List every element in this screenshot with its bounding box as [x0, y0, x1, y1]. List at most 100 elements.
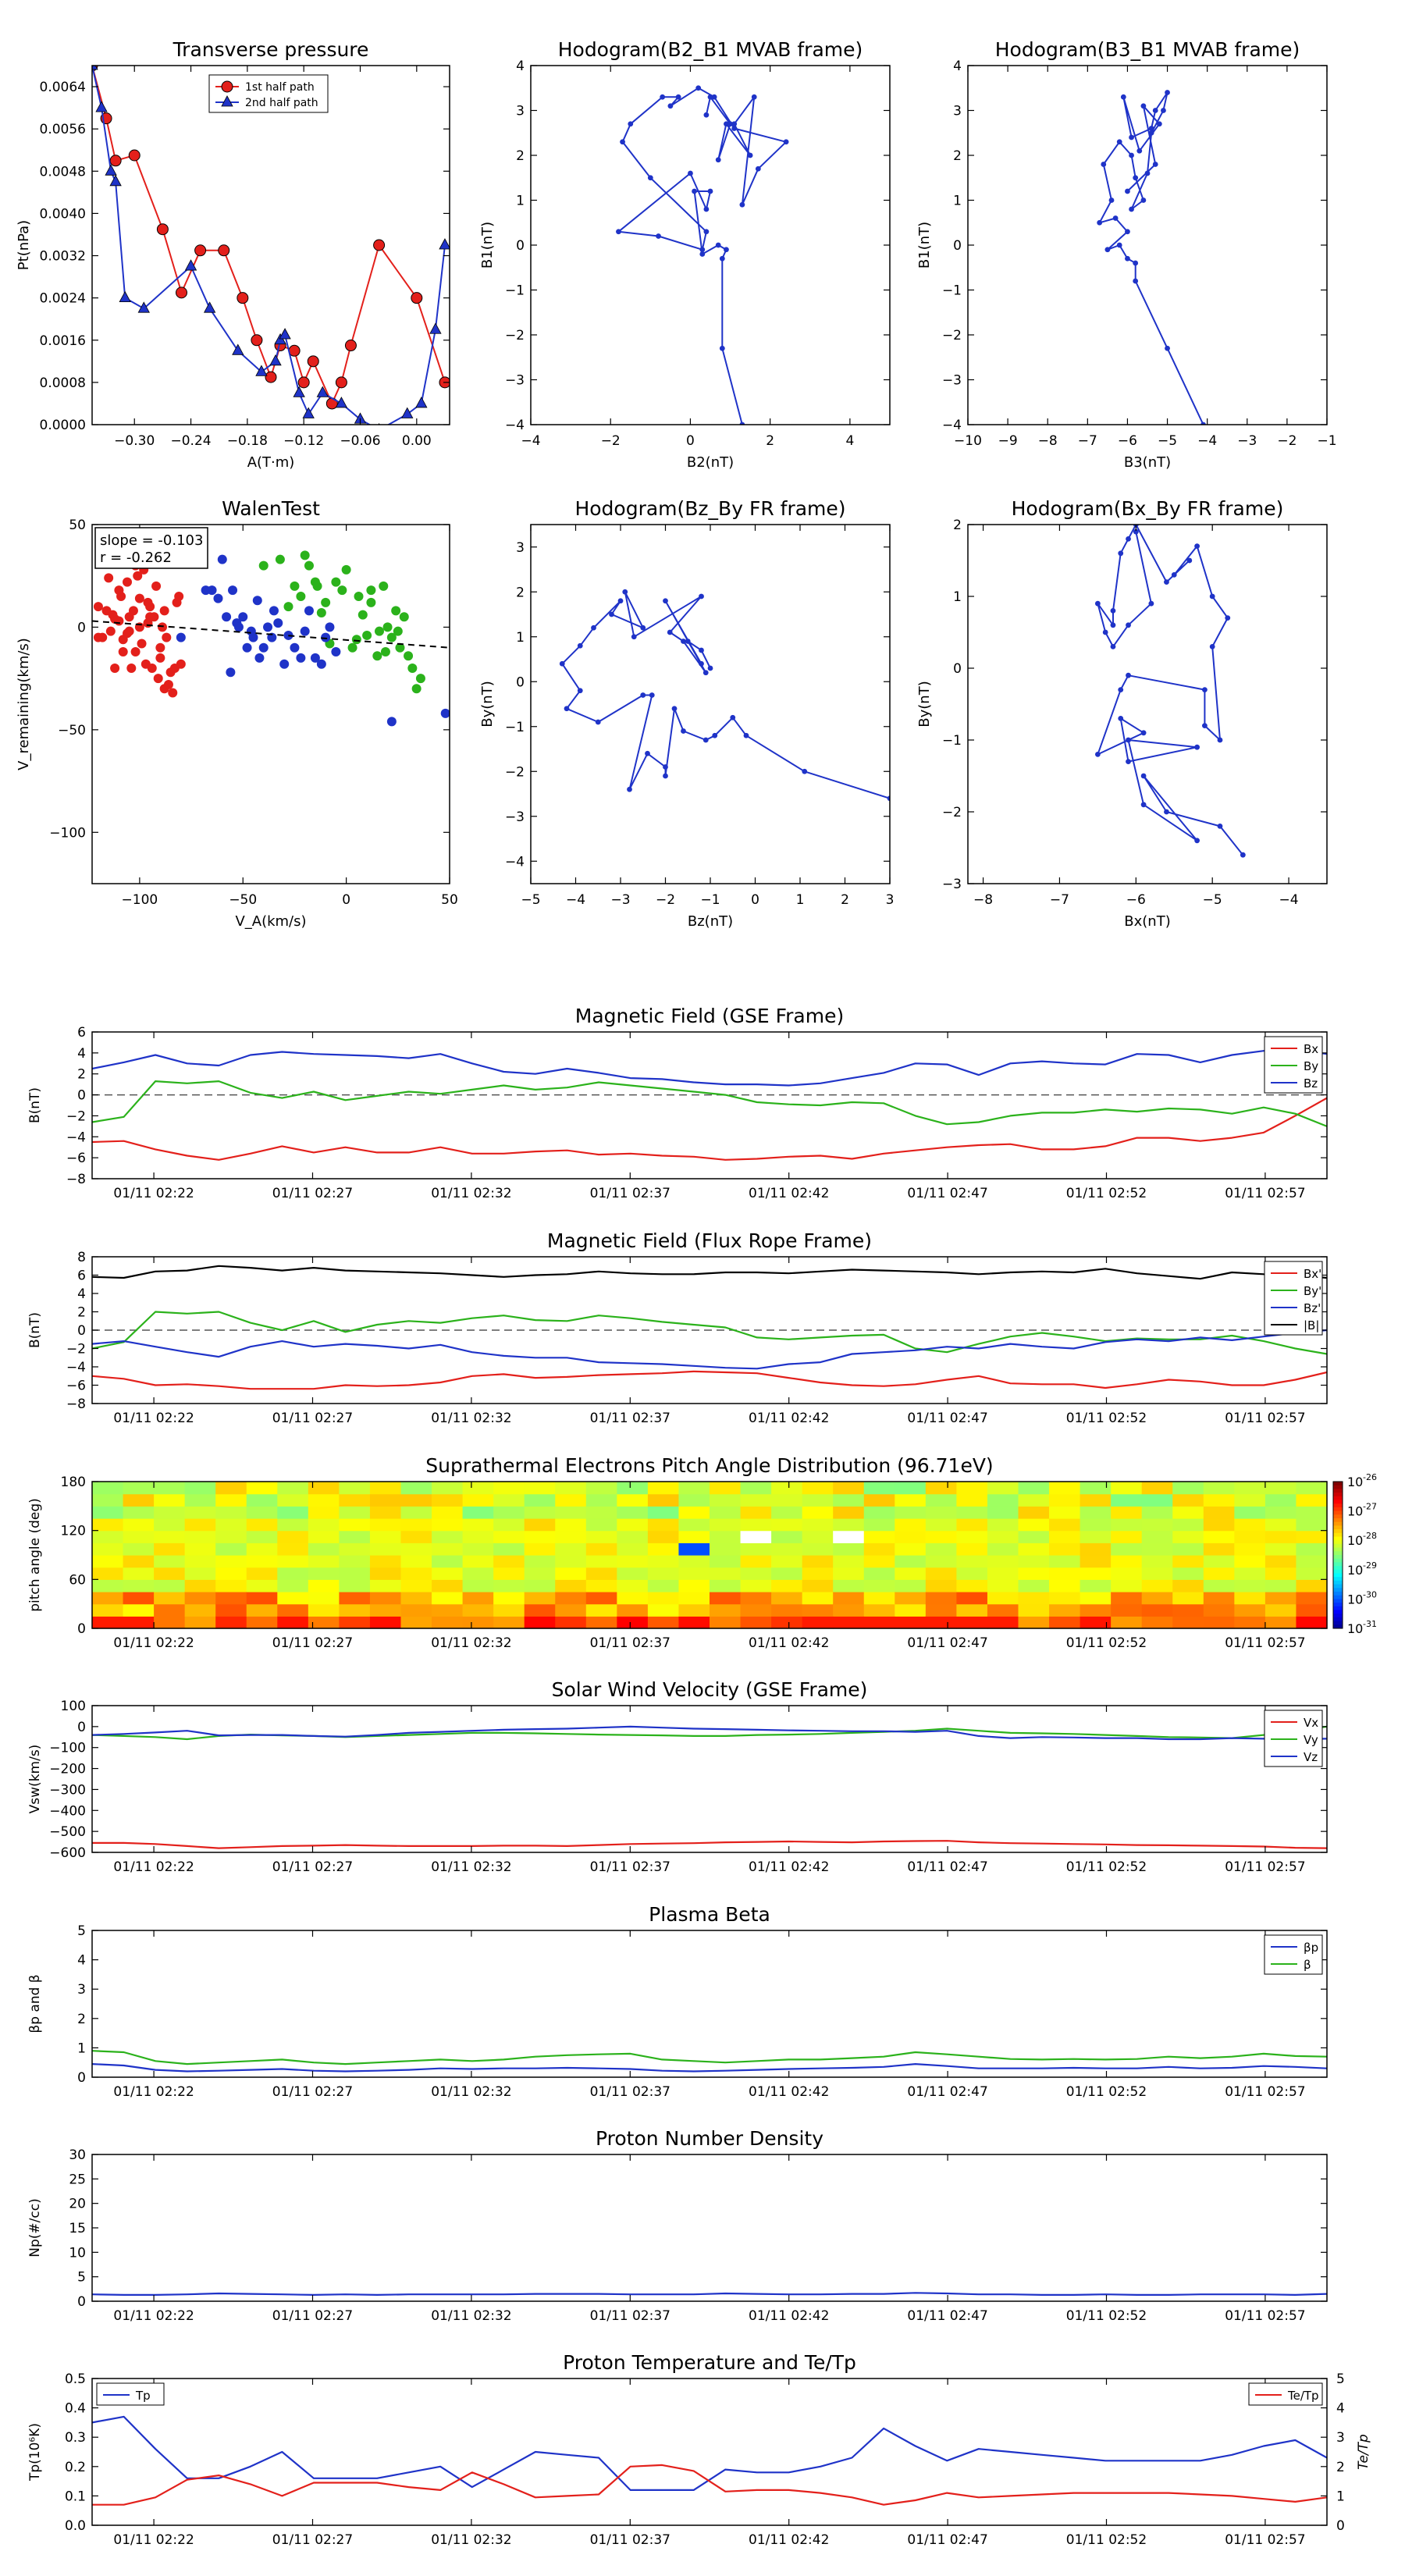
x-tick-label: 0 — [342, 892, 350, 908]
y-tick-label: 0.0008 — [40, 375, 86, 391]
colorbar-segment — [1333, 1496, 1343, 1500]
heatmap-cell — [802, 1493, 834, 1507]
heatmap-cell — [1141, 1493, 1173, 1507]
heatmap-cell — [184, 1493, 216, 1507]
heatmap-cell — [246, 1542, 278, 1556]
heatmap-cell — [1080, 1542, 1112, 1556]
y-tick-label: 0 — [516, 238, 525, 254]
data-point — [707, 665, 713, 671]
scatter-point — [114, 585, 124, 596]
heatmap-cell — [524, 1530, 556, 1543]
x-tick-label: −0.30 — [114, 433, 155, 449]
data-point — [1133, 260, 1139, 266]
data-point — [307, 355, 319, 368]
data-point — [660, 94, 666, 100]
data-point — [1165, 345, 1170, 351]
legend-label: Vx — [1304, 1716, 1318, 1730]
heatmap-cell — [92, 1482, 124, 1495]
x-tick-label: −6 — [1118, 433, 1137, 449]
data-point — [439, 238, 450, 250]
scatter-point — [440, 708, 450, 718]
colorbar-segment — [1333, 1547, 1343, 1552]
data-point — [671, 706, 678, 712]
data-point — [105, 164, 117, 176]
y-tick-label: −3 — [505, 373, 525, 389]
y-right-tick-label: 2 — [1336, 2460, 1345, 2475]
heatmap-cell — [987, 1555, 1019, 1568]
heatmap-cell — [400, 1603, 432, 1617]
data-point — [640, 692, 646, 698]
heatmap-cell — [1172, 1493, 1204, 1507]
heatmap-cell — [432, 1493, 464, 1507]
series-line — [92, 1097, 1327, 1161]
heatmap-cell — [1296, 1506, 1328, 1519]
scatter-point — [374, 626, 384, 636]
heatmap-cell — [771, 1592, 803, 1605]
y-axis-label: Np(#/cc) — [27, 2198, 43, 2257]
data-point — [663, 598, 668, 604]
scatter-point — [238, 612, 248, 622]
heatmap-cell — [1141, 1579, 1173, 1592]
heatmap-cell — [833, 1555, 865, 1568]
heatmap-cell — [369, 1579, 402, 1592]
y-tick-label: −100 — [49, 1741, 86, 1756]
fit-line — [92, 620, 450, 649]
heatmap-cell — [1080, 1567, 1112, 1580]
y-axis-label: B(nT) — [27, 1312, 43, 1348]
data-point — [1165, 90, 1170, 95]
legend-marker — [221, 80, 233, 93]
scatter-point — [310, 653, 320, 663]
x-tick-label: −2 — [601, 433, 621, 449]
x-tick-label: 01/11 02:32 — [431, 2308, 511, 2324]
heatmap-cell — [1080, 1579, 1112, 1592]
heatmap-cell — [771, 1506, 803, 1519]
heatmap-cell — [308, 1616, 340, 1629]
heatmap-cell — [462, 1518, 494, 1532]
heatmap-cell — [617, 1482, 649, 1495]
heatmap-cell — [987, 1603, 1019, 1617]
series-line — [92, 2292, 1327, 2296]
plot-frame — [530, 524, 891, 884]
legend-label: Vz — [1304, 1750, 1318, 1764]
heatmap-cell — [308, 1579, 340, 1592]
y-right-axis-label: Te/Tp — [1356, 2434, 1371, 2470]
x-tick-label: 2 — [766, 433, 774, 449]
data-point — [1133, 528, 1139, 535]
heatmap-cell — [771, 1616, 803, 1629]
heatmap-cell — [925, 1579, 957, 1592]
heatmap-cell — [277, 1603, 309, 1617]
scatter-point — [130, 646, 140, 656]
heatmap-cell — [802, 1506, 834, 1519]
heatmap-cell — [215, 1616, 247, 1629]
x-axis-label: V_A(km/s) — [235, 913, 306, 930]
data-point — [237, 292, 249, 304]
heatmap-cell — [1018, 1518, 1050, 1532]
heatmap-cell — [462, 1542, 494, 1556]
heatmap-cell — [432, 1555, 464, 1568]
y-tick-label: 20 — [69, 2197, 86, 2212]
y-tick-label: 0.3 — [65, 2430, 86, 2446]
data-point — [1217, 824, 1223, 829]
data-point — [1194, 543, 1200, 549]
data-point — [429, 322, 442, 334]
annotation-r: r = -0.262 — [100, 550, 172, 566]
y-tick-label: 6 — [77, 1025, 86, 1041]
heatmap-cell — [154, 1616, 186, 1629]
heatmap-cell — [524, 1482, 556, 1495]
heatmap-cell — [1141, 1616, 1173, 1629]
data-point — [667, 103, 674, 109]
heatmap-cell — [617, 1567, 649, 1580]
y-tick-label: 180 — [61, 1475, 86, 1490]
heatmap-cell — [863, 1555, 895, 1568]
heatmap-cell — [123, 1530, 155, 1543]
data-point — [1126, 536, 1131, 542]
x-tick-label: −8 — [1038, 433, 1058, 449]
y-tick-label: 1 — [953, 589, 962, 605]
heatmap-cell — [1018, 1530, 1050, 1543]
scatter-point — [391, 606, 401, 616]
heatmap-cell — [585, 1603, 617, 1617]
data-point — [577, 688, 583, 694]
x-tick-label: 01/11 02:27 — [272, 1635, 353, 1651]
heatmap-cell — [432, 1482, 464, 1495]
x-tick-label: −4 — [1279, 892, 1299, 908]
